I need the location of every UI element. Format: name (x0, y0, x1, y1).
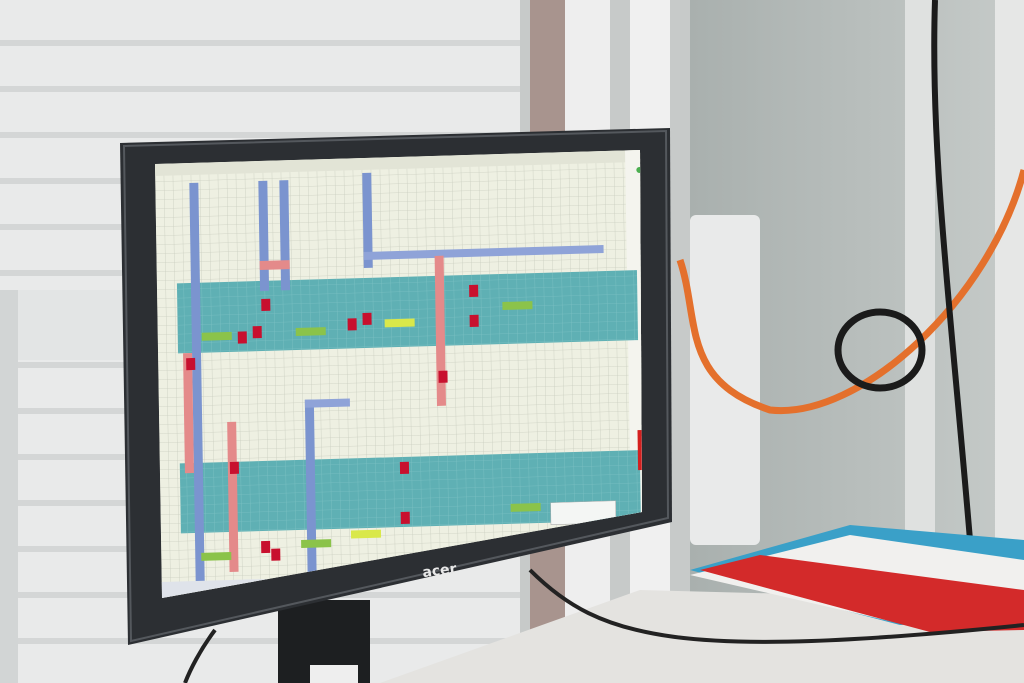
train-marker (469, 284, 479, 297)
yellow-block (350, 529, 382, 539)
bezel-edge (122, 129, 670, 643)
train-marker (229, 461, 239, 474)
train-marker (261, 298, 271, 311)
blue-track (362, 172, 373, 268)
red-track (183, 353, 194, 474)
mount-arm (0, 290, 125, 360)
train-marker (237, 331, 247, 344)
cable (183, 628, 217, 683)
black-cable (931, 0, 973, 541)
green-block (295, 327, 326, 336)
train-marker (399, 461, 410, 475)
blue-track (363, 245, 604, 260)
blue-track (279, 180, 291, 291)
train-marker (261, 540, 271, 554)
green-block (301, 539, 332, 548)
green-block (502, 301, 533, 310)
cable (528, 568, 1024, 644)
teal-band (179, 450, 641, 534)
train-marker (438, 370, 448, 383)
teal-band (176, 270, 639, 354)
train-marker (252, 325, 262, 339)
train-marker (362, 312, 372, 326)
red-folder (700, 555, 1024, 632)
green-block (201, 331, 232, 341)
red-track (434, 255, 447, 406)
black-cable (834, 308, 926, 392)
train-marker (347, 318, 357, 331)
blue-track (304, 398, 350, 408)
green-block (201, 551, 232, 561)
screen-content (155, 150, 642, 598)
train-marker (271, 548, 281, 561)
blue-track (258, 180, 270, 292)
train-marker (469, 314, 479, 327)
alarm-indicator (637, 429, 642, 471)
red-track (259, 260, 290, 271)
orange-cable (676, 169, 1024, 415)
header-row (155, 150, 642, 176)
blue-track (189, 182, 205, 584)
green-block (510, 502, 541, 512)
stand-label (310, 665, 358, 683)
mount-pole (0, 290, 18, 683)
red-track (227, 421, 239, 573)
brand-logo: acer (422, 561, 458, 581)
bracket (690, 215, 760, 545)
yellow-block (384, 318, 415, 328)
train-marker (186, 357, 196, 371)
train-marker (400, 511, 410, 525)
